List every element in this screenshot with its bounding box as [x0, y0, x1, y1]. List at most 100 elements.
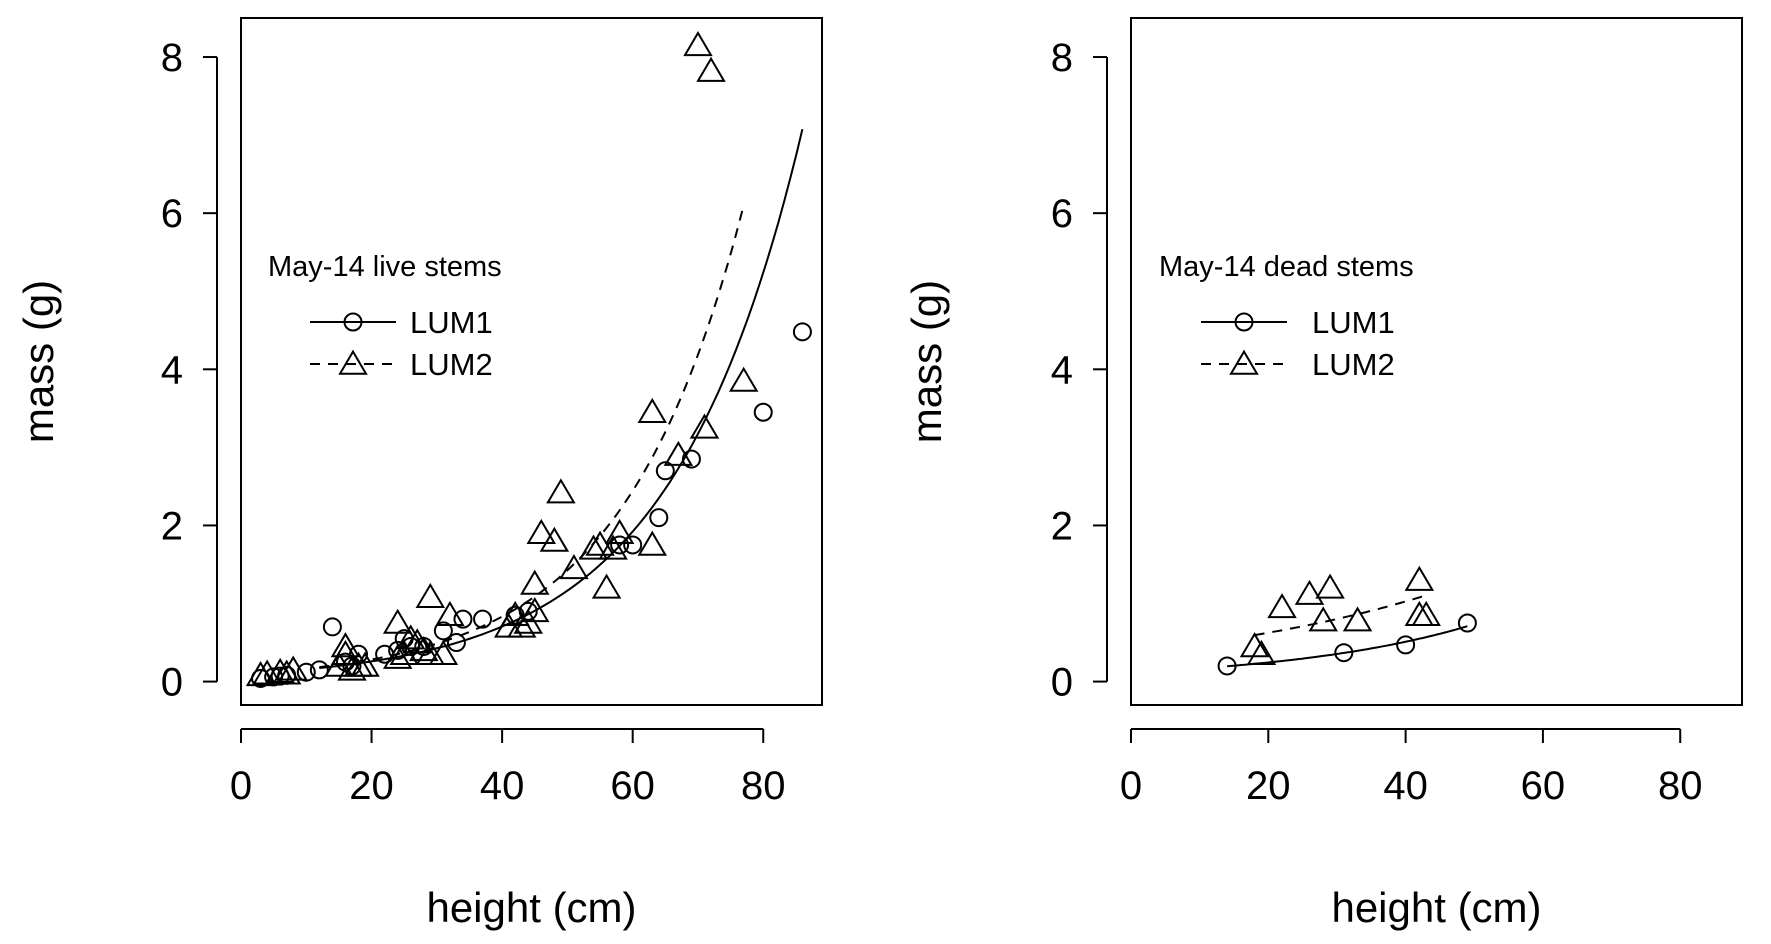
data-point-triangle — [689, 413, 720, 439]
data-point-circle — [610, 535, 630, 555]
data-point-triangle — [520, 569, 550, 595]
y-tick-label: 8 — [1051, 36, 1073, 80]
data-point-triangle — [539, 526, 570, 552]
data-point-triangle — [330, 632, 361, 658]
data-point-triangle — [728, 366, 759, 392]
data-point-triangle — [520, 596, 550, 623]
x-tick-label: 20 — [1246, 764, 1291, 808]
data-point-circle — [623, 535, 643, 555]
legend-label-lum1: LUM1 — [1312, 305, 1395, 340]
x-axis-title: height (cm) — [426, 884, 636, 931]
data-point-circle — [1217, 656, 1237, 676]
y-tick-label: 6 — [161, 192, 183, 236]
legend-title: May-14 live stems — [268, 251, 502, 283]
data-point-triangle — [598, 534, 628, 560]
live-stems-panel: 0 20 40 60 80 0 2 4 6 8 height (cm) mass (g) May-14 … — [15, 17, 823, 931]
series-lum2 — [245, 31, 759, 687]
data-point-triangle — [696, 56, 726, 82]
legend: May-14 live stems LUM1 LUM2 — [268, 251, 502, 382]
y-tick-label: 8 — [161, 36, 183, 80]
dead-stems-panel: 0 20 40 60 80 0 2 4 6 8 height (cm) mass (g) May-14 … — [903, 17, 1743, 931]
x-tick-label: 60 — [610, 764, 655, 808]
legend-title: May-14 dead stems — [1159, 251, 1414, 283]
data-point-triangle — [604, 518, 635, 544]
data-point-circle — [433, 621, 453, 641]
data-point-circle — [649, 508, 669, 528]
data-point-triangle — [428, 639, 459, 666]
data-point-triangle — [578, 534, 609, 560]
data-point-triangle — [526, 518, 557, 544]
data-point-triangle — [1239, 632, 1270, 658]
x-tick-label: 40 — [1383, 764, 1428, 808]
data-point-triangle — [683, 31, 713, 57]
data-point-triangle — [663, 440, 694, 466]
plot-box — [1130, 17, 1743, 706]
plot-box — [240, 17, 823, 706]
data-point-circle — [309, 660, 329, 680]
fit-curve-lum2 — [319, 204, 745, 669]
y-tick-label: 4 — [1051, 348, 1073, 392]
legend: May-14 dead stems LUM1 LUM2 — [1159, 251, 1414, 382]
data-point-triangle — [1294, 579, 1325, 605]
legend-circle-marker — [343, 312, 363, 332]
data-point-triangle — [1411, 600, 1441, 626]
x-tick-label: 80 — [741, 764, 786, 808]
data-point-triangle — [337, 655, 367, 681]
data-point-circle — [1396, 635, 1416, 655]
data-point-circle — [322, 617, 342, 637]
data-point-triangle — [1315, 573, 1345, 599]
data-point-circle — [655, 461, 675, 481]
data-point-triangle — [271, 659, 302, 685]
data-point-circle — [681, 449, 701, 469]
x-tick-label: 0 — [1120, 764, 1142, 808]
y-tick-label: 6 — [1051, 192, 1073, 236]
data-point-circle — [446, 633, 466, 653]
data-point-triangle — [1267, 593, 1297, 619]
data-point-triangle — [382, 608, 413, 634]
x-tick-label: 80 — [1658, 764, 1703, 808]
y-tick-label: 0 — [161, 661, 183, 705]
data-point-triangle — [637, 397, 668, 423]
data-point-triangle — [637, 530, 668, 556]
data-point-circle — [296, 662, 316, 682]
data-point-triangle — [409, 636, 439, 662]
y-axis-title: mass (g) — [903, 280, 950, 443]
legend-label-lum1: LUM1 — [410, 305, 493, 340]
data-point-triangle — [415, 582, 446, 609]
legend-label-lum2: LUM2 — [410, 347, 493, 382]
legend-triangle-marker — [338, 349, 368, 375]
data-point-triangle — [1404, 565, 1435, 591]
x-axis-title: height (cm) — [1331, 884, 1541, 931]
legend-circle-marker — [1234, 312, 1254, 332]
data-point-triangle — [350, 651, 380, 677]
data-point-circle — [473, 609, 493, 629]
data-point-circle — [1334, 643, 1354, 663]
fit-curve-lum1 — [1227, 625, 1468, 668]
data-point-triangle — [435, 600, 465, 626]
fit-curve-lum2 — [1254, 594, 1427, 637]
legend-label-lum2: LUM2 — [1312, 347, 1395, 382]
y-tick-label: 4 — [161, 348, 183, 392]
data-point-circle — [453, 609, 473, 629]
data-point-triangle — [506, 612, 537, 638]
data-point-triangle — [1308, 606, 1338, 632]
data-point-triangle — [245, 661, 276, 687]
data-point-triangle — [330, 639, 361, 666]
y-tick-label: 2 — [161, 504, 183, 548]
y-tick-label: 2 — [1051, 504, 1073, 548]
series-lum2 — [1239, 565, 1441, 666]
series-lum1 — [1217, 613, 1477, 676]
data-point-triangle — [559, 554, 589, 580]
data-point-triangle — [546, 478, 576, 504]
data-point-triangle — [402, 628, 433, 654]
data-point-triangle — [395, 624, 426, 650]
data-point-triangle — [265, 657, 295, 683]
x-tick-label: 0 — [230, 764, 252, 808]
data-point-triangle — [382, 643, 413, 669]
data-point-circle — [753, 402, 773, 422]
data-point-triangle — [278, 655, 308, 681]
data-point-triangle — [1342, 606, 1373, 632]
data-point-triangle — [1246, 639, 1277, 666]
fit-curve-lum1 — [319, 128, 804, 669]
